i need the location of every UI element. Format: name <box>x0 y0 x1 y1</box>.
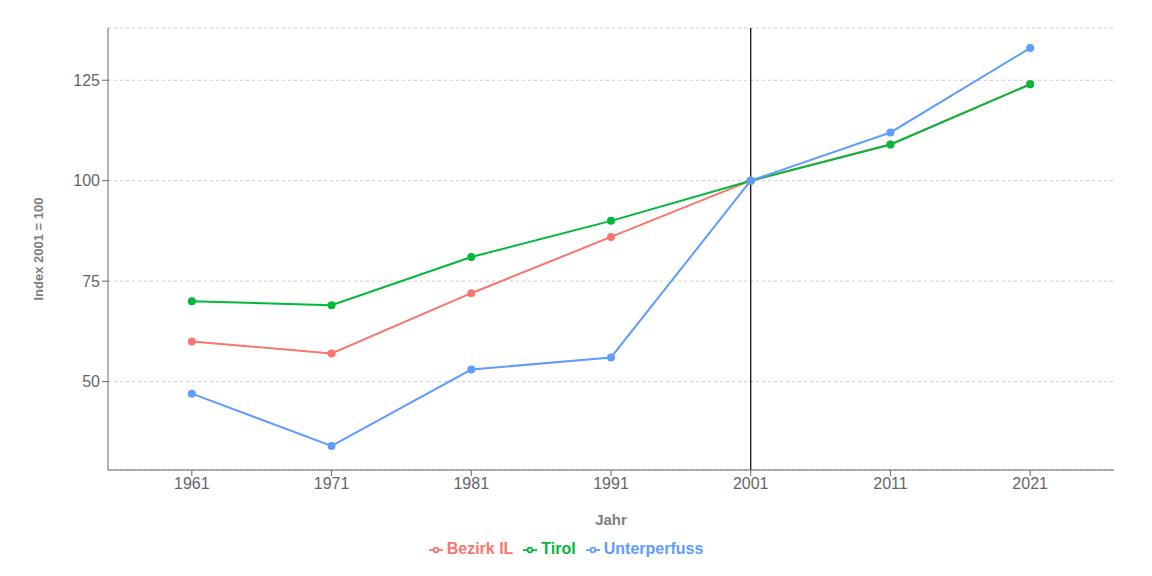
svg-text:Jahr: Jahr <box>595 511 627 528</box>
svg-text:2001: 2001 <box>733 475 769 492</box>
svg-text:2021: 2021 <box>1012 475 1048 492</box>
svg-text:125: 125 <box>73 72 100 89</box>
svg-text:Index 2001 = 100: Index 2001 = 100 <box>31 198 46 301</box>
svg-text:1991: 1991 <box>593 475 629 492</box>
svg-text:1981: 1981 <box>453 475 489 492</box>
html-text:Bezirk IL: Bezirk IL <box>446 540 514 557</box>
svg-text:100: 100 <box>73 172 100 189</box>
svg-text:2011: 2011 <box>873 475 908 492</box>
svg-text:1961: 1961 <box>174 475 210 492</box>
svg-text:75: 75 <box>82 273 100 290</box>
html-text:Unterperfuss: Unterperfuss <box>603 540 704 557</box>
svg-text:1971: 1971 <box>314 475 350 492</box>
html-text:Tirol: Tirol <box>541 540 576 557</box>
svg-text:50: 50 <box>82 373 100 390</box>
